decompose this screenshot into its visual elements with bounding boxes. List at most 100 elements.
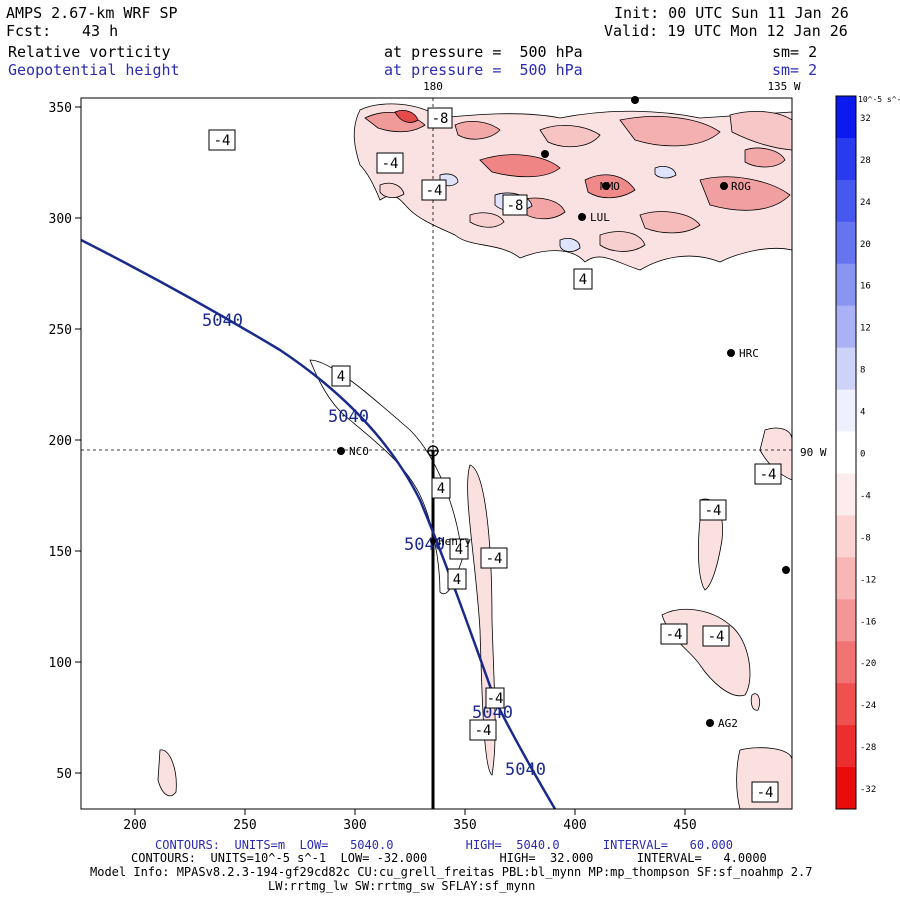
colorbar-tick-label: 4 [860, 408, 865, 418]
meridian-label-90w: 90 W [800, 446, 827, 459]
vort-label: -4 [666, 627, 683, 643]
colorbar-segment [836, 431, 856, 474]
station-dot [337, 447, 345, 455]
vort-label: -4 [214, 133, 231, 149]
station-dot [541, 150, 549, 158]
colorbar-tick-label: 20 [860, 240, 871, 250]
vort-label: -4 [487, 691, 504, 707]
field2-level: at pressure = 500 hPa [384, 61, 583, 79]
vort-label: -4 [708, 629, 725, 645]
vorticity-blob-southwest [157, 749, 177, 797]
valid-time: Valid: 19 UTC Mon 12 Jan 26 [604, 22, 848, 40]
colorbar-tick-label: -20 [860, 659, 876, 669]
forecast-label: Fcst: [6, 22, 52, 40]
height-contour-5040 [81, 238, 557, 809]
vort-label: -8 [432, 111, 449, 127]
x-tick-450: 450 [673, 818, 696, 833]
y-axis: 350 300 250 200 150 100 50 [49, 101, 81, 782]
height-label: 5040 [505, 760, 546, 780]
station-dot [430, 538, 436, 544]
x-axis: 200 250 300 350 400 450 [123, 809, 697, 833]
colorbar-segment [836, 305, 856, 349]
colorbar-segment [836, 767, 856, 810]
model-info-2: LW:rrtmg_lw SW:rrtmg_sw SFLAY:sf_mynn [268, 879, 536, 893]
y-tick-50: 50 [56, 767, 72, 782]
vort-label: -4 [757, 785, 774, 801]
y-tick-200: 200 [49, 434, 72, 449]
colorbar-segment [836, 96, 856, 139]
x-tick-200: 200 [123, 818, 146, 833]
colorbar-tick-label: 16 [860, 282, 871, 292]
colorbar-segment [836, 347, 856, 391]
colorbar-tick-label: 32 [860, 114, 871, 124]
colorbar-tick-label: -8 [860, 533, 871, 543]
colorbar-tick-label: -16 [860, 617, 876, 627]
vort-label: 4 [437, 481, 445, 497]
field2-name: Geopotential height [8, 61, 180, 79]
vorticity-blob-east [661, 608, 751, 697]
plot-frame [80, 97, 793, 810]
colorbar-unit: 10^-5 s^-1 [858, 95, 900, 104]
vorticity-contour-4 [309, 359, 463, 595]
colorbar-tick-label: -32 [860, 785, 876, 795]
height-labels: 5040 5040 5040 5040 5040 [202, 311, 546, 780]
colorbar-tick-label: 24 [860, 198, 871, 208]
colorbar-segment [836, 473, 856, 516]
station-dot [720, 182, 728, 190]
colorbar-tick-label: 8 [860, 366, 865, 376]
model-info: Model Info: MPASv8.2.3-194-gf29cd82c CU:… [90, 865, 813, 879]
colorbar-segment [836, 725, 856, 768]
colorbar-segment [836, 599, 856, 642]
vorticity-labels: -4 -4 -8 -4 -8 4 4 4 4 4 -4 -4 -4 -4 -4 … [208, 107, 782, 803]
station-dot [782, 566, 790, 574]
vort-label: -4 [486, 551, 503, 567]
pole-marker [427, 445, 439, 457]
station-label: HRC [739, 347, 759, 360]
colorbar: 32 28 24 20 16 12 8 4 0 -4 -8 -12 -16 -20 -24 -28 -32 [835, 95, 876, 810]
vort-label: -4 [426, 183, 443, 199]
colorbar-tick-label: 0 [860, 450, 865, 460]
colorbar-segment [836, 221, 856, 265]
colorbar-frame [835, 95, 857, 810]
station-dot [727, 349, 735, 357]
colorbar-tick-label: -12 [860, 575, 876, 585]
colorbar-tick-label: 12 [860, 324, 871, 334]
colorbar-tick-label: -4 [860, 491, 871, 501]
field1-level: at pressure = 500 hPa [384, 43, 583, 61]
field1-name: Relative vorticity [8, 43, 171, 61]
contours-vorticity: CONTOURS: UNITS=10^-5 s^-1 LOW= -32.000 … [131, 851, 767, 865]
station-label: LUL [590, 211, 610, 224]
colorbar-tick-label: -24 [860, 701, 876, 711]
vorticity-blob-east-3 [759, 427, 792, 481]
colorbar-segment [836, 263, 856, 307]
stations: NCO HRC AG2 Henry MMO ROG LUL [337, 96, 790, 730]
station-label: MMO [600, 180, 620, 193]
colorbar-segment [836, 515, 856, 558]
colorbar-tick-label: -28 [860, 743, 876, 753]
station-label: ROG [731, 180, 751, 193]
station-dot [631, 96, 639, 104]
vort-label: -8 [507, 198, 524, 214]
model-title: AMPS 2.67-km WRF SP [6, 4, 178, 22]
vort-label: 4 [579, 272, 587, 288]
y-tick-300: 300 [49, 212, 72, 227]
contours-height: CONTOURS: UNITS=m LOW= 5040.0 HIGH= 5040… [155, 838, 733, 852]
x-tick-350: 350 [453, 818, 476, 833]
vort-label: 4 [455, 542, 463, 558]
colorbar-segment [836, 179, 856, 223]
x-tick-300: 300 [343, 818, 366, 833]
meridian-label-180: 180 [423, 80, 443, 93]
vort-label: 4 [337, 369, 345, 385]
plot-area [81, 98, 792, 809]
y-tick-350: 350 [49, 101, 72, 116]
station-dot [602, 182, 610, 190]
colorbar-segment [836, 137, 856, 181]
colorbar-segment [836, 389, 856, 433]
station-label: NCO [349, 445, 369, 458]
height-label: 5040 [328, 407, 369, 427]
y-tick-250: 250 [49, 323, 72, 338]
y-tick-100: 100 [49, 656, 72, 671]
colorbar-segment [836, 557, 856, 600]
station-dot [706, 719, 714, 727]
